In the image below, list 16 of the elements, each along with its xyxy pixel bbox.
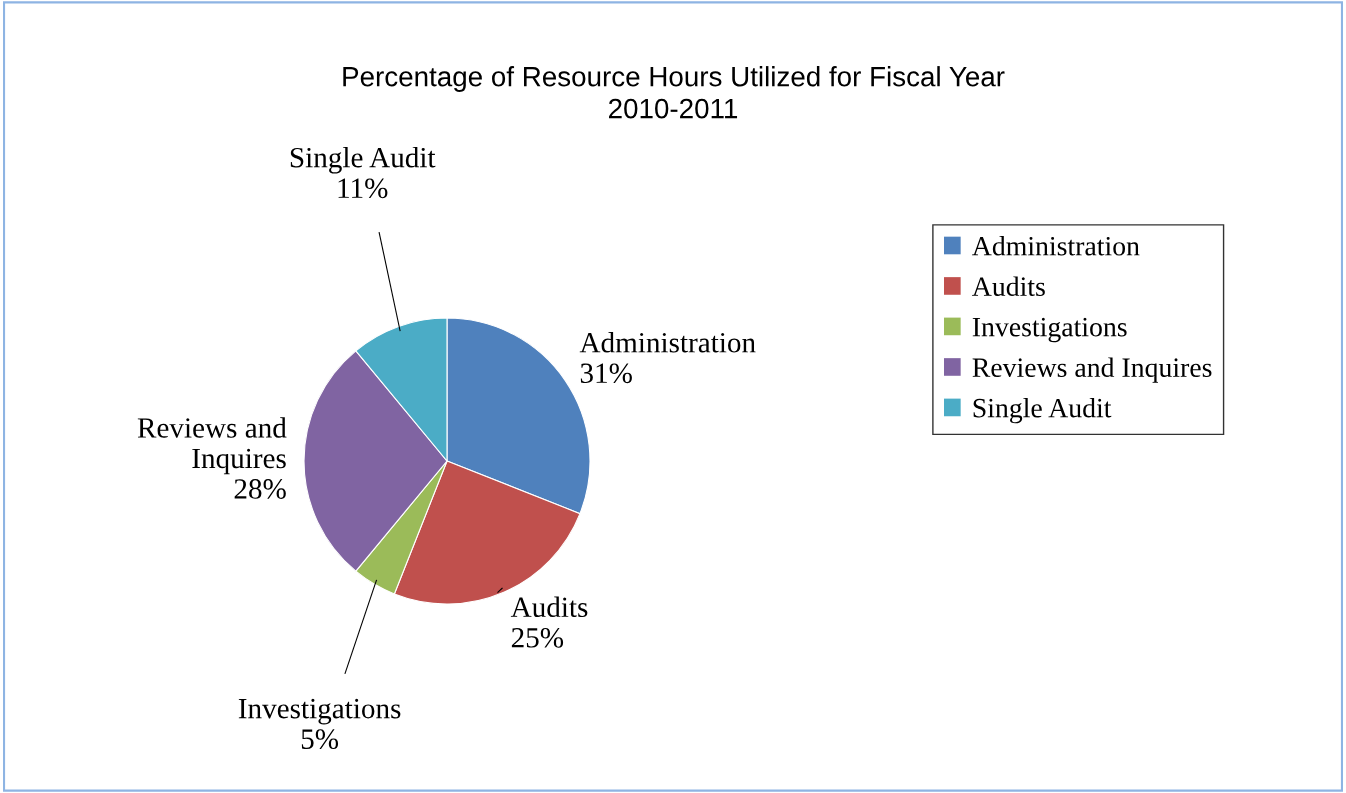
slice-label: Audits	[510, 596, 588, 618]
legend-label: Single Audit	[973, 397, 1112, 424]
slice-label: Administration	[579, 332, 756, 353]
legend-label: Administration	[972, 236, 1140, 256]
slice-label: Investigations	[238, 698, 401, 725]
slice-label: Single Audit	[290, 146, 436, 174]
legend-label: Audits	[972, 276, 1045, 297]
data-label: 5%	[301, 729, 339, 750]
slice-label: Reviews and Inquires	[137, 417, 287, 475]
legend-label: Investigations	[972, 317, 1127, 343]
chart-title: Percentage of Resource Hours Utilized for Fiscal Year 2010-2011	[343, 66, 1005, 119]
data-label: 11%	[338, 178, 388, 199]
data-label: 28%	[234, 479, 286, 499]
data-label: 25%	[511, 627, 564, 648]
legend-label: Reviews and Inquires	[972, 357, 1212, 383]
data-label: 31%	[580, 363, 632, 384]
